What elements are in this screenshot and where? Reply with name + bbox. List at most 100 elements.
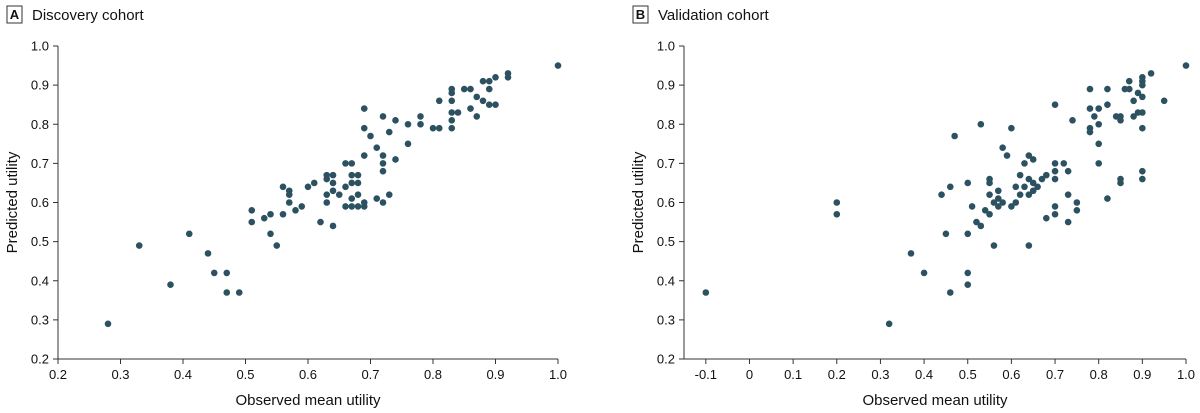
panel-b-data-point bbox=[1139, 167, 1146, 175]
panel-a-data-point bbox=[285, 199, 293, 206]
panel-b-x-tick-label: 0.9 bbox=[1133, 367, 1151, 382]
panel-a-x-tick-label: 1.0 bbox=[549, 367, 567, 382]
panel-b-data-point bbox=[1008, 124, 1015, 132]
panel-a-x-axis-label: Observed mean utility bbox=[235, 392, 381, 409]
panel-a-letter-box bbox=[6, 5, 23, 24]
panel-b-data-point bbox=[1125, 77, 1133, 85]
panel-b-data-point bbox=[1051, 160, 1059, 167]
panel-b-x-tick-label: 0.8 bbox=[1090, 367, 1108, 382]
panel-a-data-point bbox=[135, 242, 143, 249]
panel-a-data-point bbox=[223, 289, 231, 296]
panel-a-data-point bbox=[329, 179, 337, 187]
panel-b-data-point bbox=[1025, 175, 1033, 183]
panel-a-data-point bbox=[492, 101, 499, 108]
panel-b-data-point bbox=[702, 289, 710, 296]
panel-a-data-point bbox=[485, 85, 493, 93]
panel-a-data-point bbox=[348, 171, 356, 179]
panel-b-data-point bbox=[964, 179, 972, 187]
panel-b-data-point bbox=[946, 183, 954, 191]
panel-b-y-tick-label: 1.0 bbox=[657, 39, 675, 54]
panel-b-x-tick-label: 0.4 bbox=[915, 367, 933, 382]
panel-b-data-point bbox=[1139, 93, 1146, 101]
panel-b-data-point bbox=[1095, 105, 1102, 112]
panel-b-letter-box bbox=[632, 5, 649, 24]
panel-b-data-point bbox=[1095, 120, 1102, 128]
panel-b-y-tick-label: 0.6 bbox=[657, 195, 675, 210]
panel-a-data-point bbox=[329, 171, 337, 179]
panel-a-x-tick-label: 0.9 bbox=[486, 367, 504, 382]
panel-a-y-tick-label: 0.4 bbox=[31, 273, 49, 288]
panel-a-data-point bbox=[342, 183, 349, 191]
panel-b-data-point bbox=[977, 222, 985, 230]
panel-a-data-point bbox=[460, 85, 468, 93]
panel-a-data-point bbox=[373, 195, 381, 202]
panel-b-data-point bbox=[1086, 105, 1094, 112]
panel-a-x-tick-label: 0.7 bbox=[361, 367, 379, 382]
panel-a-data-point bbox=[360, 203, 368, 210]
panel-b-x-axis-label: Observed mean utility bbox=[862, 392, 1008, 409]
panel-b-data-point bbox=[1021, 160, 1028, 167]
panel-a-data-point bbox=[329, 187, 337, 195]
panel-b-data-point bbox=[994, 195, 1002, 202]
panel-b-data-point bbox=[986, 179, 993, 187]
panel-a-data-point bbox=[379, 160, 387, 167]
panel-a-data-point bbox=[379, 167, 387, 175]
panel-a-data-point bbox=[479, 77, 487, 85]
panel-a-x-tick-label: 0.2 bbox=[49, 367, 67, 382]
panel-a-data-point bbox=[454, 109, 462, 116]
panel-b-data-point bbox=[885, 320, 893, 328]
panel-a-y-tick-label: 0.2 bbox=[31, 352, 49, 367]
panel-b-data-point bbox=[1095, 160, 1102, 167]
panel-a-data-point bbox=[348, 179, 356, 187]
panel-a-data-point bbox=[360, 124, 368, 132]
panel-a-y-tick-label: 1.0 bbox=[31, 39, 49, 54]
panel-a-data-point bbox=[473, 93, 481, 101]
panel-a-data-point bbox=[467, 105, 474, 112]
panel-b-y-tick-label: 0.9 bbox=[657, 78, 675, 93]
panel-a-data-point bbox=[448, 89, 456, 97]
panel-b-y-axis-label: Predicted utility bbox=[630, 151, 647, 253]
panel-b-data-point bbox=[1025, 152, 1033, 159]
panel-b-x-tick-label: 1.0 bbox=[1177, 367, 1195, 382]
panel-a-data-point bbox=[392, 156, 399, 163]
panel-b-data-point bbox=[1051, 167, 1059, 175]
panel-a-data-point bbox=[435, 97, 443, 105]
panel-a-data-point bbox=[354, 171, 362, 179]
panel-b-data-point bbox=[964, 269, 972, 277]
panel-b-title: Validation cohort bbox=[658, 7, 769, 24]
panel-a-data-point bbox=[379, 113, 387, 120]
panel-b-data-point bbox=[1008, 203, 1015, 210]
panel-a-x-tick-label: 0.4 bbox=[174, 367, 192, 382]
panel-a-x-tick-label: 0.8 bbox=[424, 367, 442, 382]
panel-b-data-point bbox=[1104, 195, 1111, 202]
panel-a-data-point bbox=[267, 210, 274, 218]
panel-b-data-point bbox=[1043, 171, 1050, 179]
panel-a-header: A Discovery cohort bbox=[6, 5, 145, 24]
panel-a-data-point bbox=[267, 230, 274, 238]
panel-b-x-tick-label: 0 bbox=[746, 367, 753, 382]
panel-b-y-tick-label: 0.3 bbox=[657, 312, 675, 327]
panel-b-data-point bbox=[1160, 97, 1168, 105]
panel-b-data-point bbox=[1104, 85, 1111, 93]
panel-a-data-point bbox=[385, 128, 393, 136]
panel-a-data-point bbox=[342, 203, 349, 210]
panel-a-data-point bbox=[360, 152, 368, 159]
panel-b-data-point bbox=[1012, 199, 1020, 206]
panel-b-data-point bbox=[1130, 113, 1137, 120]
panel-b-x-tick-label: 0.2 bbox=[828, 367, 846, 382]
panel-a-data-point bbox=[485, 77, 493, 85]
panel-b-y-tick-label: 0.5 bbox=[657, 234, 675, 249]
panel-b-data-point bbox=[1139, 175, 1146, 183]
panel-b-data-point bbox=[1043, 214, 1050, 222]
panel-a-data-point bbox=[323, 199, 331, 206]
panel-b-data-point bbox=[1064, 167, 1072, 175]
panel-b-data-point bbox=[946, 289, 954, 296]
panel-b-data-point bbox=[1117, 179, 1124, 187]
panel-a-y-tick-label: 0.3 bbox=[31, 312, 49, 327]
panel-a-data-point bbox=[223, 269, 231, 277]
panel-b-y-tick-label: 0.2 bbox=[657, 352, 675, 367]
panel-b-data-point bbox=[951, 132, 958, 140]
panel-a-data-point bbox=[304, 183, 312, 191]
panel-b-x-tick-label: 0.7 bbox=[1046, 367, 1064, 382]
panel-a-data-point bbox=[404, 140, 412, 148]
